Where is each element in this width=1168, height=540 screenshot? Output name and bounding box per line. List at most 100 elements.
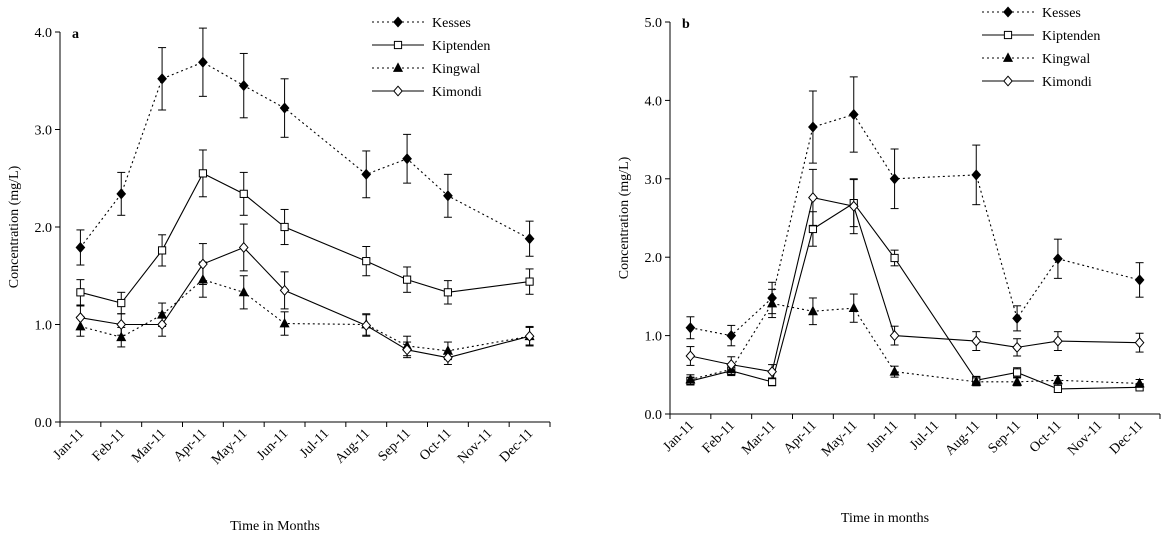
data-point (889, 365, 900, 376)
legend-label: Kingwal (1042, 52, 1090, 67)
series-line (690, 302, 1140, 384)
legend-marker (1002, 52, 1014, 62)
data-point (524, 233, 535, 245)
data-point (116, 188, 127, 200)
y-axis-title: Concentration (mg/L) (617, 156, 632, 279)
x-tick-label: Feb-11 (90, 426, 128, 464)
series-line (80, 279, 530, 352)
data-point (1134, 377, 1145, 388)
data-point (117, 298, 126, 308)
data-point (767, 366, 777, 378)
legend-marker (392, 62, 404, 72)
legend-marker (393, 85, 403, 97)
legend: Kesses Kiptenden Kingwal Kimondi (372, 16, 490, 100)
panel-label: a (72, 27, 79, 42)
legend-label: Kesses (432, 16, 471, 31)
y-tick-label: 5.0 (645, 16, 663, 31)
x-tick-label: Apr-11 (171, 426, 210, 465)
data-point (1012, 341, 1022, 353)
data-point (157, 318, 167, 331)
series-kesses (75, 27, 535, 266)
data-point (525, 277, 534, 286)
series-kingwal (75, 261, 535, 361)
series-line (690, 113, 1140, 337)
x-tick-label: Feb-11 (700, 418, 738, 456)
series-kimondi (685, 168, 1145, 380)
data-point (280, 222, 289, 232)
legend-label: Kiptenden (432, 39, 490, 54)
x-tick-label: Dec-11 (497, 426, 536, 465)
legend-label: Kingwal (432, 62, 480, 77)
data-point (198, 56, 208, 68)
data-point (279, 317, 290, 328)
data-point (726, 330, 737, 342)
legend-marker (393, 40, 403, 50)
y-tick-label: 2.0 (35, 221, 53, 236)
data-point (1134, 337, 1145, 349)
x-tick-label: Jun-11 (254, 426, 291, 463)
data-point (402, 344, 412, 356)
legend-label: Kiptenden (1042, 29, 1100, 44)
data-point (238, 80, 249, 92)
series-line (80, 246, 530, 359)
data-point (157, 246, 167, 255)
data-point (1012, 368, 1022, 377)
data-point (685, 373, 696, 384)
x-tick-label: Sep-11 (986, 418, 1024, 456)
data-point (808, 192, 818, 204)
data-point (524, 330, 535, 342)
data-point (1052, 374, 1063, 385)
data-point (685, 322, 696, 334)
legend-label: Kesses (1042, 6, 1081, 21)
data-point (1012, 312, 1022, 324)
data-point (402, 153, 412, 165)
data-point (157, 73, 167, 85)
data-point (238, 241, 249, 254)
series-kimondi (75, 223, 535, 365)
data-point (76, 288, 85, 297)
x-axis-title: Time in Months (230, 519, 320, 534)
data-point (848, 200, 859, 212)
series-kiptenden (76, 149, 534, 315)
data-point (443, 352, 453, 364)
x-tick-label: Jul-11 (297, 426, 332, 461)
data-point (75, 312, 86, 324)
data-point (1053, 335, 1063, 347)
series-line (690, 196, 1140, 373)
data-point (971, 335, 982, 347)
y-tick-label: 4.0 (35, 26, 53, 41)
data-point (443, 190, 453, 202)
y-tick-label: 0.0 (35, 416, 53, 431)
legend-marker (1003, 6, 1013, 18)
series-line (690, 202, 1140, 390)
data-point (361, 168, 372, 180)
x-tick-label: Jun-11 (864, 418, 901, 455)
data-point (238, 286, 249, 297)
data-point (726, 359, 737, 371)
legend-marker (393, 16, 403, 28)
chart-panel-b: 0.0 1.0 2.0 3.0 4.0 5.0 Jan-11 Feb-11 Mar-11 Apr-… (617, 6, 1161, 526)
y-tick-label: 0.0 (645, 408, 663, 423)
series-kingwal (685, 288, 1145, 388)
data-point (807, 305, 818, 316)
x-tick-label: Mar-11 (739, 418, 779, 458)
data-point (685, 350, 696, 362)
y-tick-label: 1.0 (645, 330, 663, 345)
panel-label: b (682, 17, 690, 32)
x-tick-label: Sep-11 (376, 426, 414, 464)
y-tick-label: 4.0 (645, 94, 663, 109)
x-tick-label: Jul-11 (907, 418, 942, 453)
x-tick-label: Oct-11 (417, 426, 455, 464)
x-axis-title: Time in months (841, 511, 929, 526)
data-point (971, 376, 982, 386)
x-tick-label: Apr-11 (781, 418, 820, 457)
data-point (279, 284, 290, 296)
data-point (443, 288, 453, 297)
data-point (1134, 274, 1145, 286)
x-tick-label: Aug-11 (943, 418, 983, 458)
series-kiptenden (686, 179, 1144, 394)
x-tick-label: Aug-11 (333, 426, 373, 466)
data-point (848, 108, 859, 121)
legend-label: Kimondi (432, 85, 482, 100)
